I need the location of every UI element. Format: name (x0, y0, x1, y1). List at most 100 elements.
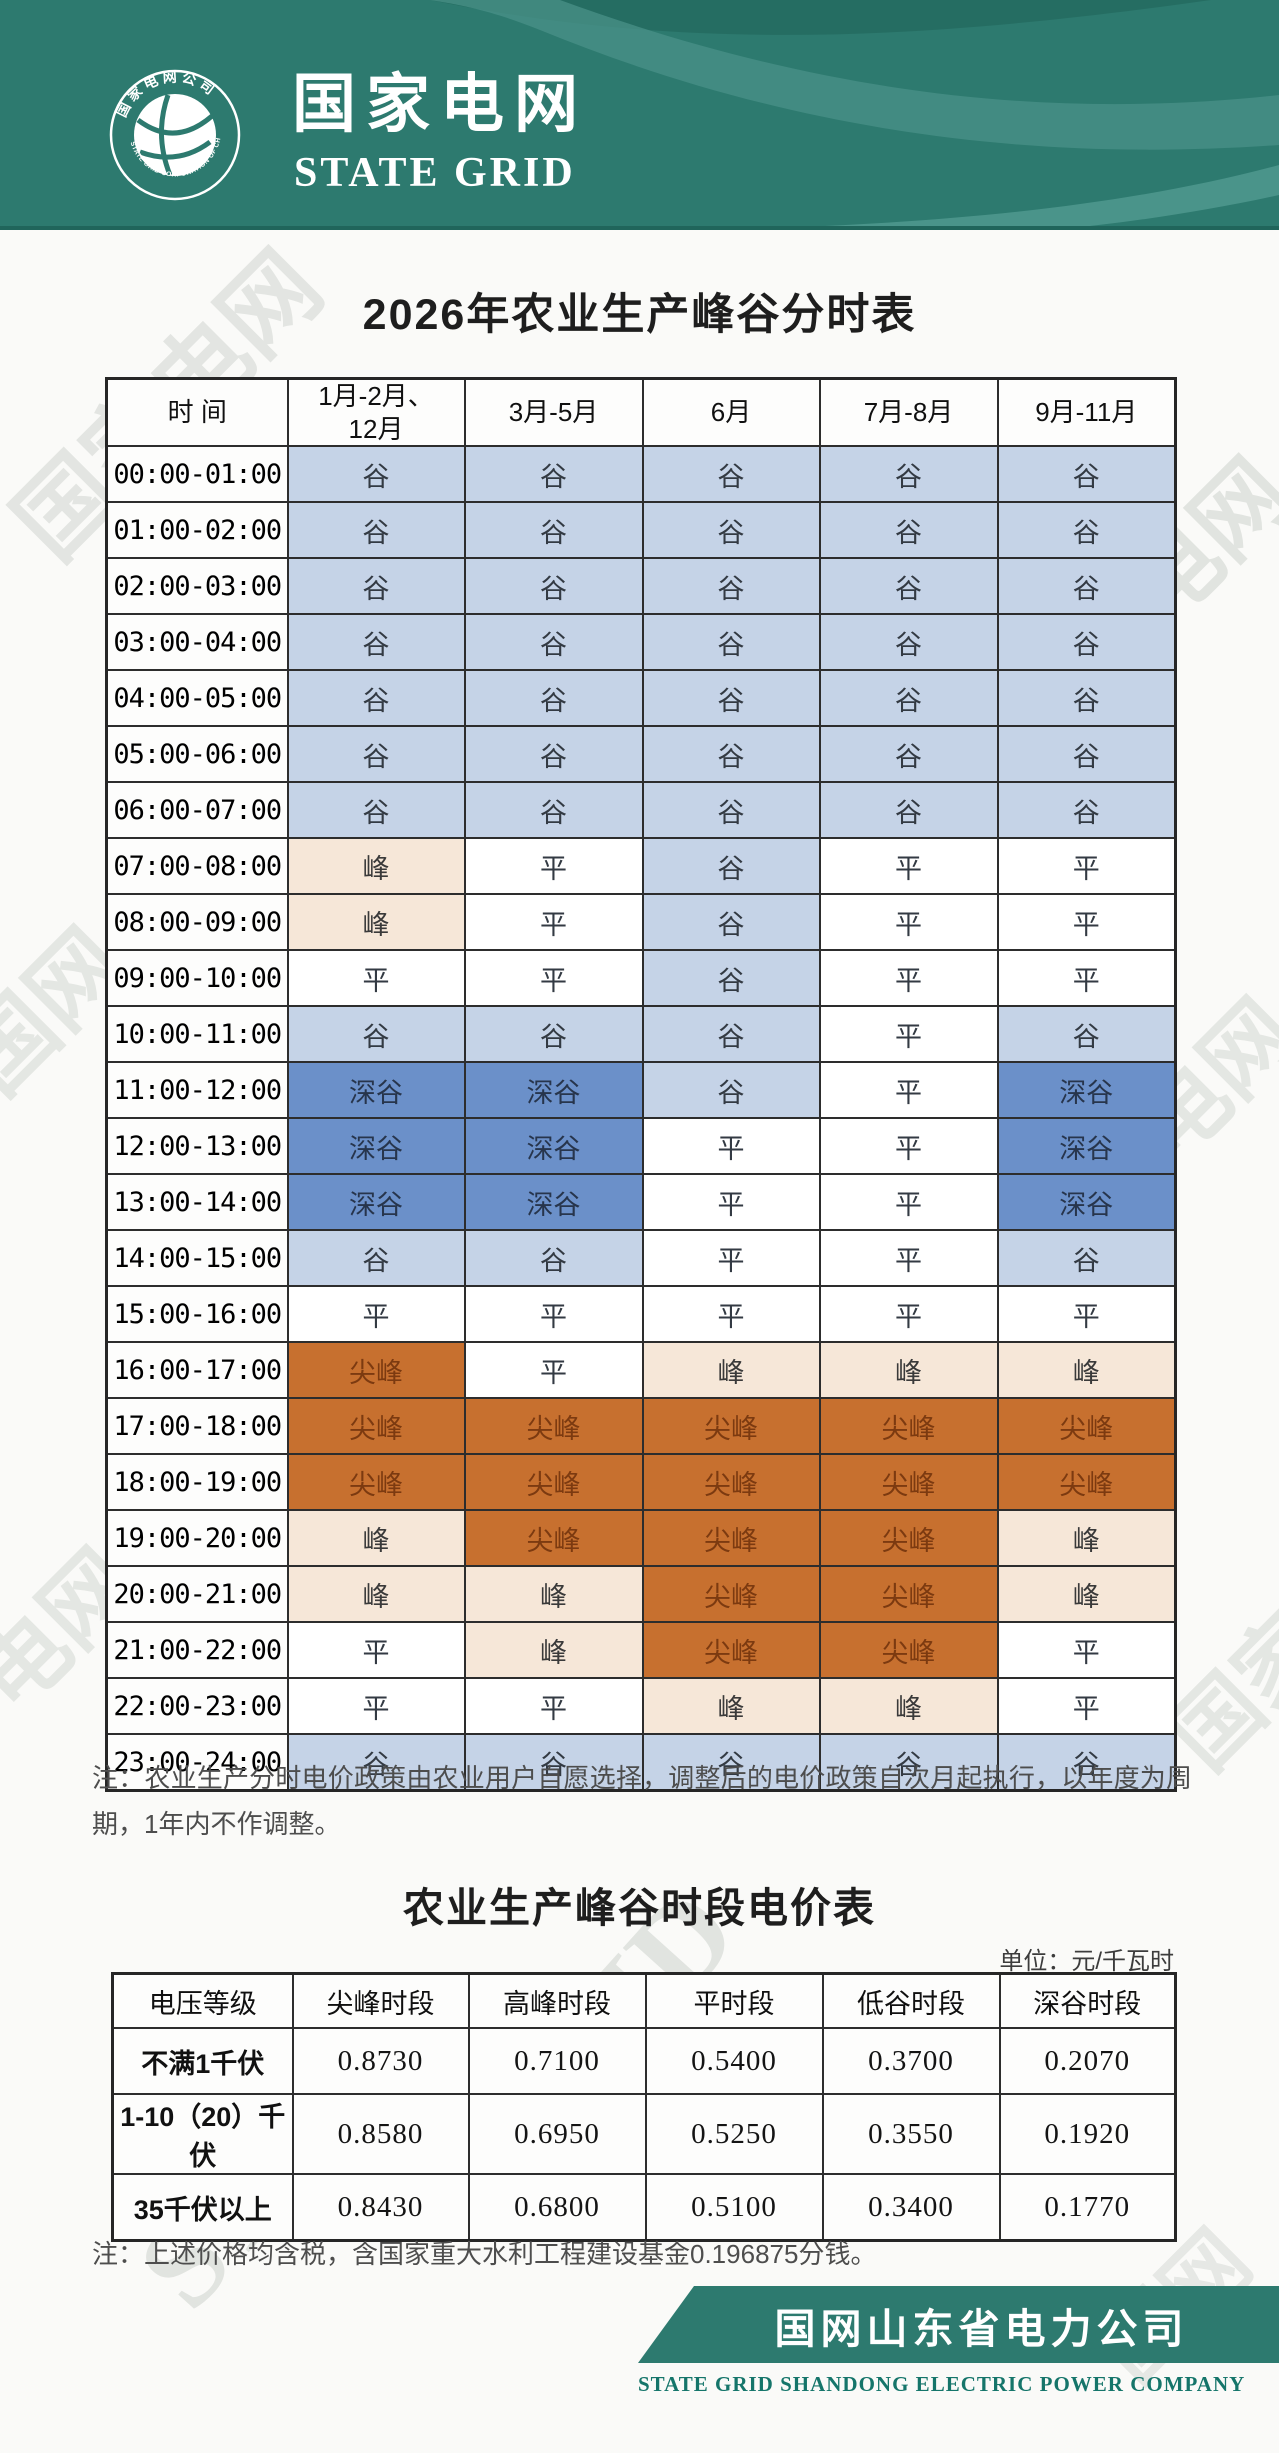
period-cell: 谷 (641, 445, 821, 503)
period-cell: 深谷 (463, 1061, 644, 1119)
period-cell: 谷 (641, 781, 821, 839)
voltage-level-cell: 1-10（20）千伏 (111, 2093, 294, 2175)
period-cell: 谷 (463, 781, 644, 839)
schedule-row: 09:00-10:00 平平谷平平 (105, 949, 1177, 1007)
period-cell: 深谷 (286, 1117, 466, 1175)
period-cell: 谷 (641, 1061, 821, 1119)
period-cell: 尖峰 (996, 1453, 1177, 1511)
schedule-row: 12:00-13:00 深谷 深谷平平深谷 (105, 1117, 1177, 1175)
period-cell: 峰 (286, 893, 466, 951)
period-cell: 谷 (641, 557, 821, 615)
period-cell: 谷 (641, 893, 821, 951)
period-cell: 峰 (996, 1509, 1177, 1567)
period-cell: 谷 (996, 557, 1177, 615)
banner-swoosh-graphic (0, 0, 1279, 230)
price-value-cell: 0.8730 (291, 2027, 470, 2095)
time-cell: 16:00-17:00 (105, 1341, 289, 1399)
period-cell: 尖峰 (818, 1397, 999, 1455)
period-cell: 平 (286, 1621, 466, 1679)
period-cell: 尖峰 (641, 1397, 821, 1455)
period-cell: 平 (286, 949, 466, 1007)
time-cell: 23:00-24:00 (105, 1733, 289, 1792)
period-cell: 深谷 (996, 1173, 1177, 1231)
price-unit-label: 单位：元/千瓦时 (999, 1948, 1174, 1975)
period-cell: 谷 (463, 501, 644, 559)
period-cell: 尖峰 (286, 1341, 466, 1399)
schedule-row: 03:00-04:00 谷谷谷谷谷 (105, 613, 1177, 671)
period-cell: 谷 (641, 1733, 821, 1792)
price-value-cell: 0.6800 (467, 2173, 647, 2242)
schedule-column-header: 1月-2月、 12月 (286, 377, 466, 447)
voltage-level-cell: 35千伏以上 (111, 2173, 294, 2242)
period-cell: 平 (996, 893, 1177, 951)
schedule-row: 21:00-22:00 平峰尖峰 尖峰平 (105, 1621, 1177, 1679)
period-cell: 平 (818, 837, 999, 895)
time-cell: 10:00-11:00 (105, 1005, 289, 1063)
period-cell: 尖峰 (463, 1509, 644, 1567)
period-cell: 谷 (286, 669, 466, 727)
period-cell: 深谷 (286, 1061, 466, 1119)
schedule-row: 08:00-09:00 峰平谷平平 (105, 893, 1177, 951)
period-cell: 谷 (996, 1733, 1177, 1792)
schedule-row: 00:00-01:00 谷谷谷谷谷 (105, 445, 1177, 503)
period-cell: 平 (463, 949, 644, 1007)
time-cell: 04:00-05:00 (105, 669, 289, 727)
price-value-cell: 0.5250 (644, 2093, 824, 2175)
time-cell: 06:00-07:00 (105, 781, 289, 839)
period-cell: 平 (463, 893, 644, 951)
period-cell: 谷 (286, 1005, 466, 1063)
period-cell: 尖峰 (641, 1509, 821, 1567)
price-value-cell: 0.3550 (821, 2093, 1001, 2175)
price-table-title: 农业生产峰谷时段电价表 (403, 1885, 876, 1931)
period-cell: 尖峰 (463, 1397, 644, 1455)
period-cell: 平 (286, 1285, 466, 1343)
price-header-row: 电压等级 尖峰时段 高峰时段 平时段 低谷时段 深谷时段 (111, 1972, 1177, 2029)
period-cell: 谷 (641, 837, 821, 895)
schedule-row: 18:00-19:00 尖峰 尖峰 尖峰 尖峰 尖峰 (105, 1453, 1177, 1511)
period-cell: 平 (463, 1341, 644, 1399)
schedule-column-header: 7月-8月 (818, 377, 999, 447)
period-cell: 平 (818, 1005, 999, 1063)
schedule-row: 15:00-16:00 平平平平平 (105, 1285, 1177, 1343)
period-cell: 尖峰 (641, 1453, 821, 1511)
period-cell: 深谷 (463, 1117, 644, 1175)
period-cell: 峰 (463, 1621, 644, 1679)
period-cell: 平 (641, 1285, 821, 1343)
price-row: 1-10（20）千伏 0.8580 0.6950 0.5250 0.3550 0.1920 (111, 2093, 1177, 2175)
schedule-row: 16:00-17:00 尖峰平峰峰峰 (105, 1341, 1177, 1399)
period-cell: 平 (996, 949, 1177, 1007)
price-value-cell: 0.5100 (644, 2173, 824, 2242)
schedule-note: 注：农业生产分时电价政策由农业用户自愿选择，调整后的电价政策自次月起执行，以年度… (92, 1763, 1192, 1839)
price-value-cell: 0.1770 (998, 2173, 1177, 2242)
period-cell: 谷 (463, 1005, 644, 1063)
period-cell: 峰 (286, 1565, 466, 1623)
period-cell: 谷 (463, 725, 644, 783)
period-cell: 谷 (463, 445, 644, 503)
price-column-header: 平时段 (644, 1972, 824, 2029)
period-cell: 峰 (996, 1341, 1177, 1399)
period-cell: 谷 (818, 501, 999, 559)
period-cell: 尖峰 (286, 1453, 466, 1511)
period-cell: 谷 (463, 613, 644, 671)
period-cell: 平 (996, 1621, 1177, 1679)
period-cell: 峰 (286, 1509, 466, 1567)
period-cell: 谷 (996, 669, 1177, 727)
price-row: 35千伏以上 0.8430 0.6800 0.5100 0.3400 0.1770 (111, 2173, 1177, 2242)
period-cell: 谷 (463, 557, 644, 615)
period-cell: 谷 (463, 1229, 644, 1287)
period-cell: 尖峰 (641, 1621, 821, 1679)
period-cell: 谷 (641, 613, 821, 671)
schedule-row: 01:00-02:00 谷谷谷谷谷 (105, 501, 1177, 559)
period-cell: 谷 (641, 725, 821, 783)
period-cell: 深谷 (996, 1061, 1177, 1119)
price-row: 不满1千伏 0.8730 0.7100 0.5400 0.3700 0.2070 (111, 2027, 1177, 2095)
time-cell: 08:00-09:00 (105, 893, 289, 951)
price-value-cell: 0.2070 (998, 2027, 1177, 2095)
schedule-row: 17:00-18:00 尖峰 尖峰 尖峰 尖峰 尖峰 (105, 1397, 1177, 1455)
price-column-header: 深谷时段 (998, 1972, 1177, 2029)
footer-company-cn: 国网山东省电力公司 (774, 2305, 1189, 2352)
time-cell: 15:00-16:00 (105, 1285, 289, 1343)
period-cell: 尖峰 (818, 1453, 999, 1511)
schedule-column-header: 时 间 (105, 377, 289, 447)
period-cell: 平 (286, 1677, 466, 1735)
